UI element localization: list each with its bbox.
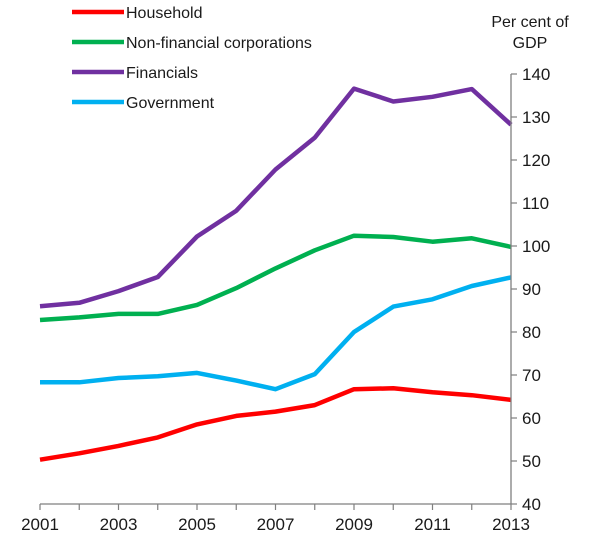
x-tick-label: 2005 (178, 515, 216, 534)
y-tick-label: 90 (522, 280, 541, 299)
x-tick-label: 2001 (21, 515, 59, 534)
y-tick-label: 110 (522, 194, 549, 213)
y-axis-unit-line-1: Per cent of (491, 14, 569, 31)
series-line-non-financial-corporations (39, 233, 512, 323)
y-tick-label: 80 (522, 323, 541, 342)
y-tick-label: 50 (522, 452, 541, 471)
series-line-household (39, 386, 512, 462)
legend-label-financials: Financials (126, 65, 198, 82)
x-tick-label: 2007 (257, 515, 295, 534)
legend-label-government: Government (126, 95, 215, 112)
series-line-government (40, 275, 512, 392)
y-tick-label: 120 (522, 151, 550, 170)
legend-label-non-financial-corporations: Non-financial corporations (126, 35, 312, 52)
x-tick-label: 2009 (335, 515, 373, 534)
y-axis-unit-line-2: GDP (513, 35, 548, 52)
y-tick-label: 70 (522, 366, 541, 385)
x-tick-label: 2011 (414, 515, 451, 534)
y-tick-label: 130 (522, 108, 550, 127)
legend-label-household: Household (126, 5, 203, 22)
legend: Household Non-financial corporations Finan… (72, 5, 312, 112)
y-tick-label: 60 (522, 409, 541, 428)
series-line-financials (39, 86, 513, 309)
x-tick-label: 2003 (100, 515, 138, 534)
y-tick-label: 140 (522, 65, 550, 84)
x-tick-label: 2013 (492, 515, 530, 534)
series-layer (39, 86, 513, 462)
y-tick-label: 40 (522, 495, 541, 514)
y-tick-label: 100 (522, 237, 550, 256)
